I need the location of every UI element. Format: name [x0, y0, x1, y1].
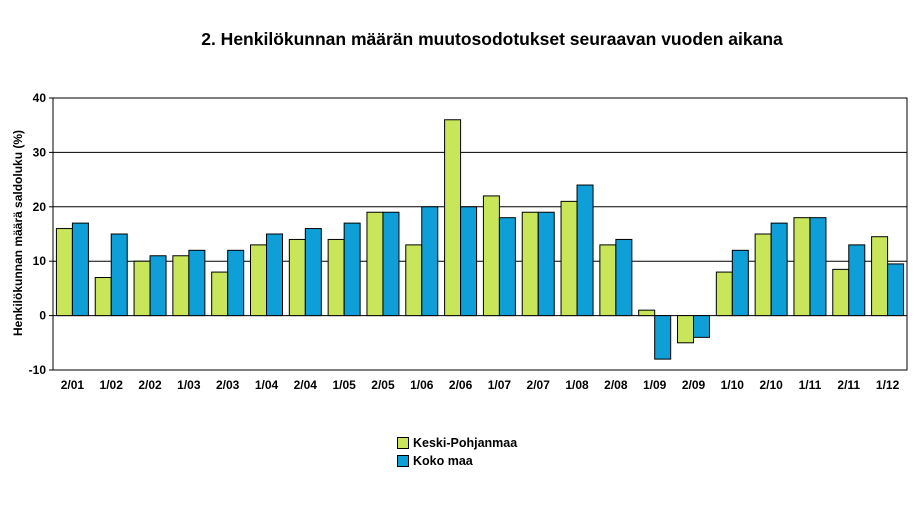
x-tick-label: 1/06 — [410, 378, 434, 392]
x-tick-label: 2/09 — [682, 378, 706, 392]
bar — [94, 277, 112, 317]
bar — [754, 233, 772, 317]
x-tick-label: 1/11 — [799, 378, 822, 392]
x-tick-label: 1/07 — [488, 378, 512, 392]
x-tick-label: 1/12 — [876, 378, 900, 392]
x-tick-label: 2/11 — [837, 378, 860, 392]
bar — [149, 255, 167, 317]
bar — [343, 222, 361, 317]
bar — [460, 206, 478, 317]
bar — [133, 260, 151, 317]
x-tick-label: 2/06 — [449, 378, 473, 392]
bar — [266, 233, 283, 317]
bar — [887, 263, 905, 317]
x-tick-label: 1/04 — [255, 378, 279, 392]
bar — [770, 222, 788, 317]
bar — [327, 238, 345, 317]
legend: Keski-Pohjanmaa Koko maa — [397, 434, 517, 470]
y-tick-label: 30 — [33, 145, 47, 159]
bar — [832, 268, 850, 317]
bar — [421, 206, 439, 317]
bar — [498, 217, 516, 317]
bar — [382, 211, 400, 317]
bar — [809, 217, 827, 317]
bar — [576, 184, 594, 317]
bar — [188, 249, 206, 317]
bar — [731, 249, 749, 317]
y-tick-label: 0 — [39, 309, 46, 323]
bar — [172, 255, 190, 317]
plot-frame — [52, 97, 908, 371]
bar — [793, 217, 811, 317]
bar — [482, 195, 500, 317]
x-tick-label: 1/10 — [721, 378, 745, 392]
bar — [638, 309, 656, 317]
legend-item: Keski-Pohjanmaa — [397, 434, 517, 452]
x-tick-label: 1/02 — [100, 378, 124, 392]
bar — [288, 238, 306, 317]
y-tick-label: 40 — [33, 91, 47, 105]
bar — [405, 244, 423, 317]
bar — [250, 244, 267, 317]
chart-title: 2. Henkilökunnan määrän muutosodotukset … — [201, 29, 783, 49]
legend-swatch — [397, 437, 409, 449]
bar — [599, 244, 617, 317]
x-tick-label: 1/05 — [332, 378, 356, 392]
bar — [560, 200, 578, 317]
x-tick-label: 2/07 — [527, 378, 551, 392]
bar — [521, 211, 539, 317]
bar — [537, 211, 555, 317]
x-tick-label: 1/08 — [565, 378, 589, 392]
bar — [693, 315, 710, 338]
bar — [654, 315, 672, 360]
bar — [211, 271, 229, 317]
x-tick-label: 2/10 — [759, 378, 783, 392]
bar — [304, 228, 322, 317]
y-tick-label: 10 — [33, 254, 47, 268]
bar — [444, 119, 462, 317]
x-tick-label: 2/05 — [371, 378, 395, 392]
bar — [677, 315, 694, 344]
bar — [366, 211, 384, 317]
x-tick-label: 2/01 — [61, 378, 85, 392]
bar — [848, 244, 866, 317]
bar — [615, 238, 633, 317]
x-tick-label: 2/02 — [138, 378, 162, 392]
legend-swatch — [397, 455, 409, 467]
x-tick-label: 2/08 — [604, 378, 628, 392]
x-ticks: 2/01 1/02 2/02 1/03 2/03 1/04 2/04 1/05 2/05 1/06… — [61, 378, 900, 392]
bar — [55, 228, 73, 317]
legend-label: Keski-Pohjanmaa — [413, 436, 518, 450]
x-tick-label: 1/03 — [177, 378, 201, 392]
bar — [871, 236, 889, 317]
x-tick-label: 2/04 — [294, 378, 318, 392]
legend-label: Koko maa — [413, 454, 473, 468]
bar — [110, 233, 128, 317]
bar — [227, 249, 245, 317]
x-tick-label: 1/09 — [643, 378, 667, 392]
bar — [71, 222, 89, 317]
y-ticks: 40 30 20 10 0 -10 — [29, 91, 53, 377]
y-tick-label: 20 — [33, 200, 47, 214]
legend-item: Koko maa — [397, 452, 517, 470]
bars — [55, 119, 905, 360]
y-tick-label: -10 — [29, 363, 47, 377]
x-tick-label: 2/03 — [216, 378, 240, 392]
bar — [715, 271, 733, 317]
